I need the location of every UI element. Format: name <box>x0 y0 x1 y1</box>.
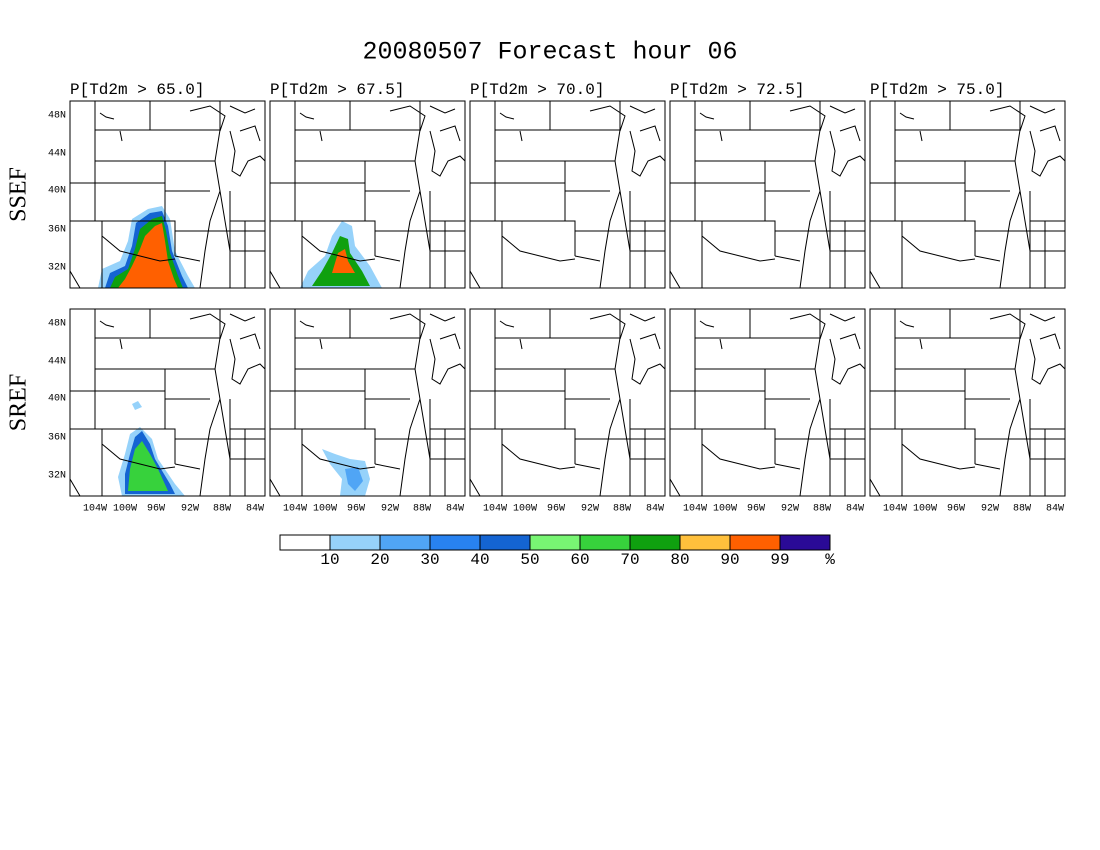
colorbar-label: 40 <box>470 551 489 569</box>
lon-label: 92W <box>781 504 799 515</box>
lat-label: 44N <box>48 149 66 160</box>
lon-label: 92W <box>381 504 399 515</box>
probability-area <box>345 467 363 491</box>
lon-label: 84W <box>1046 504 1064 515</box>
panel-frame <box>469 308 666 497</box>
panel-title: P[Td2m > 72.5] <box>670 81 804 99</box>
lon-label: 104W <box>283 504 307 515</box>
colorbar-box <box>729 534 781 551</box>
colorbar-box <box>529 534 581 551</box>
map-panel <box>269 308 466 497</box>
row-label: SSEF <box>6 167 32 222</box>
lon-label: 100W <box>713 504 737 515</box>
lat-label: 40N <box>48 394 66 405</box>
colorbar-box <box>379 534 431 551</box>
map-panel <box>469 308 666 497</box>
lon-label: 96W <box>547 504 565 515</box>
lat-label: 48N <box>48 111 66 122</box>
colorbar-label: 60 <box>570 551 589 569</box>
lon-label: 104W <box>83 504 107 515</box>
lon-label: 88W <box>613 504 631 515</box>
lon-label: 100W <box>913 504 937 515</box>
lon-label: 84W <box>646 504 664 515</box>
colorbar-box <box>279 534 331 551</box>
colorbar-box <box>429 534 481 551</box>
probability-area <box>132 401 142 410</box>
colorbar-label: 30 <box>420 551 439 569</box>
panel-frame <box>669 308 866 497</box>
lon-label: 84W <box>446 504 464 515</box>
lon-label: 84W <box>846 504 864 515</box>
lat-label: 36N <box>48 433 66 444</box>
lon-label: 100W <box>313 504 337 515</box>
panel-title: P[Td2m > 65.0] <box>70 81 204 99</box>
lat-label: 40N <box>48 186 66 197</box>
map-panel <box>269 100 466 289</box>
panel-frame <box>869 308 1066 497</box>
colorbar-label: 10 <box>320 551 339 569</box>
lat-label: 44N <box>48 357 66 368</box>
probability-area <box>118 223 178 288</box>
panel-frame <box>269 100 466 289</box>
colorbar-box <box>779 534 831 551</box>
colorbar-label: 80 <box>670 551 689 569</box>
lon-label: 104W <box>483 504 507 515</box>
colorbar-label: 90 <box>720 551 739 569</box>
colorbar-box <box>579 534 631 551</box>
lon-label: 96W <box>147 504 165 515</box>
row-label: SREF <box>6 374 32 431</box>
panel-frame <box>69 308 266 497</box>
lat-label: 32N <box>48 471 66 482</box>
panel-title: P[Td2m > 75.0] <box>870 81 1004 99</box>
lon-label: 100W <box>513 504 537 515</box>
map-panel <box>869 308 1066 497</box>
colorbar-label: 20 <box>370 551 389 569</box>
colorbar-box <box>479 534 531 551</box>
lon-label: 96W <box>747 504 765 515</box>
map-panel <box>69 308 266 497</box>
lon-label: 104W <box>683 504 707 515</box>
colorbar-label: 50 <box>520 551 539 569</box>
colorbar-label: 70 <box>620 551 639 569</box>
lon-label: 104W <box>883 504 907 515</box>
map-panel <box>469 100 666 289</box>
lon-label: 92W <box>981 504 999 515</box>
lon-label: 100W <box>113 504 137 515</box>
panel-frame <box>469 100 666 289</box>
panel-title: P[Td2m > 70.0] <box>470 81 604 99</box>
lon-label: 84W <box>246 504 264 515</box>
lon-label: 88W <box>813 504 831 515</box>
map-panel <box>669 100 866 289</box>
colorbar-unit: % <box>825 551 835 569</box>
colorbar-box <box>679 534 731 551</box>
lat-label: 32N <box>48 263 66 274</box>
lat-label: 36N <box>48 225 66 236</box>
lon-label: 92W <box>181 504 199 515</box>
lon-label: 88W <box>413 504 431 515</box>
panel-title: P[Td2m > 67.5] <box>270 81 404 99</box>
lon-label: 88W <box>213 504 231 515</box>
lat-label: 48N <box>48 319 66 330</box>
lon-label: 92W <box>581 504 599 515</box>
panel-frame <box>69 100 266 289</box>
panel-frame <box>669 100 866 289</box>
map-panel <box>869 100 1066 289</box>
colorbar-label: 99 <box>770 551 789 569</box>
lon-label: 88W <box>1013 504 1031 515</box>
colorbar-box <box>329 534 381 551</box>
panel-frame <box>869 100 1066 289</box>
map-panel <box>669 308 866 497</box>
lon-label: 96W <box>347 504 365 515</box>
colorbar-box <box>629 534 681 551</box>
lon-label: 96W <box>947 504 965 515</box>
panel-frame <box>269 308 466 497</box>
figure-title: 20080507 Forecast hour 06 <box>362 38 737 67</box>
map-panel <box>69 100 266 289</box>
